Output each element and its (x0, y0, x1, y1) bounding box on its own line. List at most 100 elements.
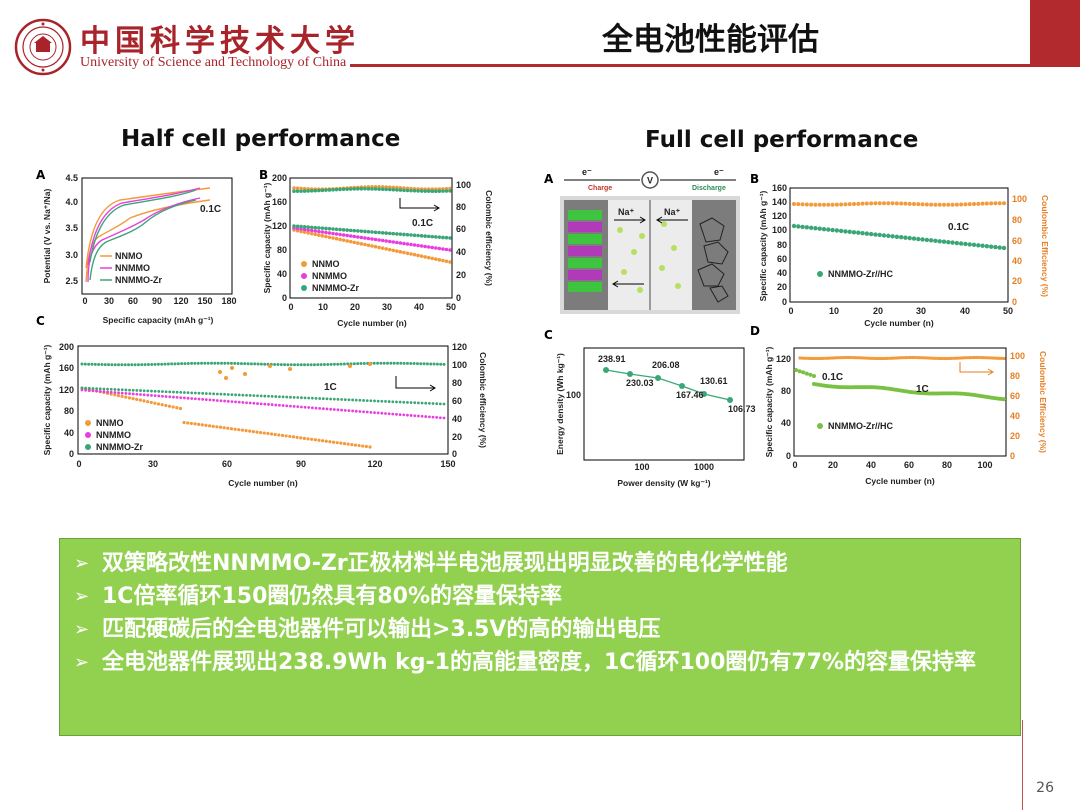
efficiency-point (430, 189, 435, 193)
efficiency-point (990, 356, 995, 360)
efficiency-point (296, 363, 300, 367)
tick-label: 0 (786, 451, 791, 461)
nnmmo-capacity-point (423, 244, 427, 249)
nnmmo-capacity-point (193, 397, 197, 401)
nnmo-capacity-point (218, 425, 223, 429)
y-axis-label: Specific capacity (mAh g⁻¹) (262, 182, 272, 293)
nnmmo-zr-curve (89, 189, 197, 281)
efficiency-point (940, 356, 944, 361)
nnmmo-zr-capacity-point (359, 229, 364, 233)
efficiency-point (903, 201, 908, 206)
tick-label: 80 (452, 378, 462, 388)
tick-label: 90 (296, 459, 306, 469)
efficiency-point (899, 356, 903, 360)
efficiency-point (395, 188, 399, 192)
nnmmo-zr-capacity-point (448, 236, 452, 240)
nnmo-capacity-point (346, 442, 350, 446)
nnmmo-capacity-point (307, 406, 311, 409)
capacity-point (988, 244, 994, 249)
tick-label: 80 (277, 245, 287, 255)
efficiency-point (802, 356, 807, 360)
nnmmo-zr-capacity-point (434, 235, 438, 239)
nnmmo-capacity-point (380, 238, 385, 243)
nnmmo-zr-capacity-point (340, 398, 344, 401)
nnmmo-zr-capacity-point (419, 234, 424, 238)
efficiency-point (444, 189, 449, 193)
efficiency-point (339, 362, 343, 366)
efficiency-point (809, 202, 814, 207)
efficiency-point (830, 202, 835, 207)
summary-bullet: ➢ 双策略改性NNMMO-Zr正极材料半电池展现出明显改善的电化学性能 (74, 547, 1006, 580)
efficiency-point (950, 202, 955, 207)
legend-nnmmo-zr-hc: NNMMO-Zr//HC (828, 421, 893, 431)
tick-label: 0 (288, 302, 293, 312)
efficiency-point (422, 362, 426, 366)
nnmmo-zr-capacity-point (150, 389, 153, 393)
efficiency-point (819, 356, 823, 361)
efficiency-point (263, 362, 267, 366)
efficiency-point (219, 361, 223, 365)
efficiency-point (907, 201, 912, 206)
nnmmo-zr-capacity-point (120, 388, 124, 392)
capacity-point (873, 232, 878, 237)
nnmmo-capacity-point (419, 244, 424, 248)
nnmmo-capacity-point (356, 235, 360, 239)
nnmmo-zr-capacity-point (219, 392, 223, 396)
nnmmo-capacity-point (387, 412, 391, 416)
summary-bullet: ➢ 匹配硬碳后的全电池器件可以输出>3.5V的高的输出电压 (74, 613, 1006, 646)
tick-label: 60 (1010, 391, 1020, 401)
efficiency-point (968, 356, 972, 360)
efficiency-point (268, 364, 272, 368)
nnmmo-capacity-point (245, 401, 248, 405)
efficiency-point (293, 363, 297, 367)
tick-label: 90 (152, 296, 162, 306)
nnmmo-capacity-point (327, 231, 332, 235)
nnmo-capacity-point (338, 237, 342, 242)
nnmmo-zr-capacity-point (391, 231, 396, 236)
efficiency-point (974, 355, 979, 360)
nnmo-capacity-point (342, 442, 347, 446)
efficiency-point (830, 356, 834, 360)
full-cell-d-chart: 120 80 40 0 100 80 60 40 20 0 0 20 40 60… (764, 340, 1054, 492)
efficiency-point (809, 356, 814, 361)
nnmo-capacity-point (244, 429, 248, 433)
nnmmo-capacity-point (303, 405, 307, 409)
nnmo-capacity-point (280, 433, 285, 438)
nnmmo-capacity-point (204, 398, 208, 402)
efficiency-point (399, 361, 403, 365)
x-axis-label: Cycle number (n) (228, 478, 298, 488)
tick-label: 150 (197, 296, 212, 306)
nnmmo-capacity-point (190, 397, 194, 400)
tick-label: 80 (1012, 215, 1022, 225)
x-axis-label: Cycle number (n) (337, 318, 407, 328)
nnmo-capacity-point (368, 445, 372, 449)
efficiency-point (419, 189, 424, 193)
capacity-point-low (812, 374, 816, 378)
nnmmo-capacity-point (412, 243, 417, 247)
efficiency-point (243, 362, 247, 366)
nnmmo-capacity-point (387, 239, 392, 244)
tick-label: 80 (942, 460, 952, 470)
nnmo-capacity-point (302, 436, 306, 440)
efficiency-point (848, 355, 853, 360)
nnmmo-zr-capacity-point (128, 388, 131, 392)
nnmo-capacity-point (426, 255, 431, 260)
efficiency-point (1002, 201, 1006, 206)
panel-label-full-d: D (750, 324, 760, 338)
efficiency-point (995, 356, 999, 360)
nnmmo-zr-capacity-point (223, 392, 227, 396)
nnmmo-capacity-point (87, 389, 91, 392)
panel-label-full-a: A (544, 172, 554, 186)
tick-label: 20 (777, 282, 787, 292)
nnmmo-zr-capacity-point (263, 394, 267, 398)
nnmmo-zr-capacity-point (405, 232, 410, 237)
nnmo-capacity-point (251, 430, 255, 434)
tick-label: 100 (452, 360, 467, 370)
efficiency-point (299, 189, 303, 193)
nnmo-capacity-point (255, 430, 259, 434)
efficiency-point (869, 356, 873, 360)
efficiency-point (239, 362, 243, 366)
efficiency-point (348, 187, 353, 191)
nnmmo-zr-capacity-point (348, 228, 353, 233)
efficiency-point (316, 363, 320, 367)
